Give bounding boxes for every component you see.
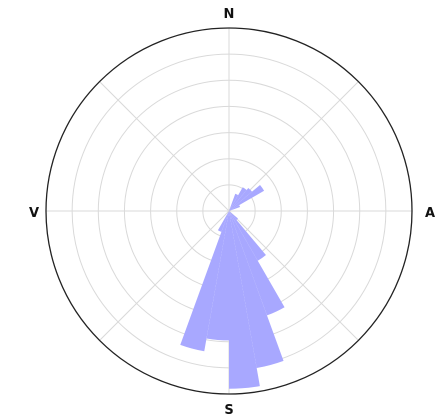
petal-135 bbox=[229, 211, 239, 221]
petal-205 bbox=[217, 211, 229, 232]
grid-spoke-45 bbox=[228, 81, 359, 212]
petal-55 bbox=[229, 184, 265, 211]
grid-spoke-315 bbox=[99, 81, 230, 212]
petal-165 bbox=[229, 211, 284, 369]
grid-spoke-225 bbox=[99, 210, 230, 341]
petal-45 bbox=[229, 187, 253, 211]
petal-35 bbox=[229, 187, 247, 211]
west-label: V bbox=[29, 206, 39, 221]
outer-ring-layer bbox=[45, 27, 413, 395]
petal-155 bbox=[229, 211, 285, 316]
south-label: S bbox=[224, 403, 233, 418]
outer-ring bbox=[45, 27, 413, 395]
petal-175 bbox=[229, 211, 260, 389]
petal-25 bbox=[229, 193, 239, 211]
grid-spoke-135 bbox=[228, 210, 359, 341]
petal-185 bbox=[206, 211, 229, 341]
petal-65 bbox=[229, 205, 241, 211]
petal-145 bbox=[229, 211, 266, 261]
petal-195 bbox=[180, 211, 229, 352]
petal-layer bbox=[180, 184, 285, 389]
north-label: N bbox=[224, 7, 235, 22]
east-label: A bbox=[425, 206, 435, 221]
